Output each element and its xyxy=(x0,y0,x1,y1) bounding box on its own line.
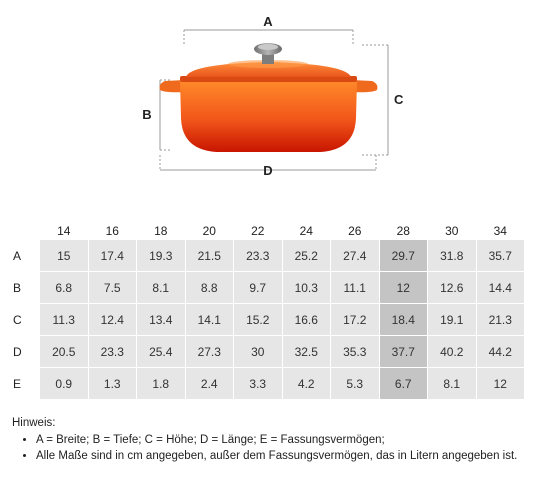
notes-item: Alle Maße sind in cm angegeben, außer de… xyxy=(36,449,532,464)
table-cell: 11.3 xyxy=(40,304,88,335)
table-cell: 12 xyxy=(379,272,427,303)
table-cell: 31.8 xyxy=(428,240,476,271)
table-cell: 17.4 xyxy=(88,240,136,271)
column-header: 16 xyxy=(88,223,136,239)
table-cell: 23.3 xyxy=(234,240,282,271)
column-header: 14 xyxy=(40,223,88,239)
table-cell: 30 xyxy=(234,336,282,367)
row-label: D xyxy=(9,336,39,367)
table-cell: 17.2 xyxy=(331,304,379,335)
table-row: E 0.9 1.3 1.8 2.4 3.3 4.2 5.3 6.7 8.1 12 xyxy=(9,368,524,399)
table-cell: 27.3 xyxy=(185,336,233,367)
column-header: 24 xyxy=(282,223,330,239)
table-cell: 32.5 xyxy=(282,336,330,367)
column-header: 20 xyxy=(185,223,233,239)
table-cell: 12.6 xyxy=(428,272,476,303)
table-cell: 15 xyxy=(40,240,88,271)
table-row: A 15 17.4 19.3 21.5 23.3 25.2 27.4 29.7 31.8 35.7 xyxy=(9,240,524,271)
table-cell: 44.2 xyxy=(476,336,524,367)
table-cell: 23.3 xyxy=(88,336,136,367)
table-cell: 10.3 xyxy=(282,272,330,303)
column-header: 18 xyxy=(137,223,185,239)
notes-list: A = Breite; B = Tiefe; C = Höhe; D = Län… xyxy=(12,433,532,464)
table-cell: 29.7 xyxy=(379,240,427,271)
table-cell: 13.4 xyxy=(137,304,185,335)
table-cell: 16.6 xyxy=(282,304,330,335)
table-cell: 35.3 xyxy=(331,336,379,367)
dimension-label-a: A xyxy=(263,14,273,29)
table-cell: 5.3 xyxy=(331,368,379,399)
table-cell: 12.4 xyxy=(88,304,136,335)
row-label: A xyxy=(9,240,39,271)
table-cell: 20.5 xyxy=(40,336,88,367)
dimensions-table: 14 16 18 20 22 24 26 28 30 34 A 15 17.4 19.… xyxy=(8,222,525,400)
table-cell: 12 xyxy=(476,368,524,399)
table-corner-cell xyxy=(9,223,39,239)
table-header-row: 14 16 18 20 22 24 26 28 30 34 xyxy=(9,223,524,239)
table-cell: 35.7 xyxy=(476,240,524,271)
table-cell: 14.1 xyxy=(185,304,233,335)
table-cell: 21.3 xyxy=(476,304,524,335)
table-row: D 20.5 23.3 25.4 27.3 30 32.5 35.3 37.7 40.2 44.2 xyxy=(9,336,524,367)
column-header: 26 xyxy=(331,223,379,239)
table-cell: 8.1 xyxy=(428,368,476,399)
table-cell: 0.9 xyxy=(40,368,88,399)
table-row: C 11.3 12.4 13.4 14.1 15.2 16.6 17.2 18.4 19.1 21.… xyxy=(9,304,524,335)
table-cell: 9.7 xyxy=(234,272,282,303)
table-cell: 37.7 xyxy=(379,336,427,367)
dimension-label-c: C xyxy=(394,92,404,107)
notes-title: Hinweis: xyxy=(12,417,56,429)
column-header: 22 xyxy=(234,223,282,239)
table-cell: 25.2 xyxy=(282,240,330,271)
table-cell: 2.4 xyxy=(185,368,233,399)
column-header: 30 xyxy=(428,223,476,239)
table-cell: 1.8 xyxy=(137,368,185,399)
table-cell: 14.4 xyxy=(476,272,524,303)
table-cell: 15.2 xyxy=(234,304,282,335)
table-row: B 6.8 7.5 8.1 8.8 9.7 10.3 11.1 12 12.6 14.4 xyxy=(9,272,524,303)
table-cell: 18.4 xyxy=(379,304,427,335)
table-cell: 6.8 xyxy=(40,272,88,303)
cookware-pot-illustration xyxy=(159,43,378,152)
product-dimension-diagram: A B C D xyxy=(142,14,404,178)
notes-section: Hinweis: A = Breite; B = Tiefe; C = Höhe… xyxy=(12,416,532,465)
table-cell: 40.2 xyxy=(428,336,476,367)
table-cell: 11.1 xyxy=(331,272,379,303)
table-cell: 7.5 xyxy=(88,272,136,303)
table-cell: 6.7 xyxy=(379,368,427,399)
table-cell: 3.3 xyxy=(234,368,282,399)
row-label: C xyxy=(9,304,39,335)
table-cell: 4.2 xyxy=(282,368,330,399)
table-cell: 21.5 xyxy=(185,240,233,271)
dimension-label-d: D xyxy=(263,163,272,178)
table-cell: 8.1 xyxy=(137,272,185,303)
column-header: 28 xyxy=(379,223,427,239)
row-label: E xyxy=(9,368,39,399)
column-header: 34 xyxy=(476,223,524,239)
dimension-lines xyxy=(159,29,389,171)
notes-item: A = Breite; B = Tiefe; C = Höhe; D = Län… xyxy=(36,433,532,448)
table-cell: 19.3 xyxy=(137,240,185,271)
table-cell: 25.4 xyxy=(137,336,185,367)
table-cell: 8.8 xyxy=(185,272,233,303)
table-cell: 27.4 xyxy=(331,240,379,271)
table-cell: 19.1 xyxy=(428,304,476,335)
dimension-label-b: B xyxy=(142,107,151,122)
row-label: B xyxy=(9,272,39,303)
table-cell: 1.3 xyxy=(88,368,136,399)
